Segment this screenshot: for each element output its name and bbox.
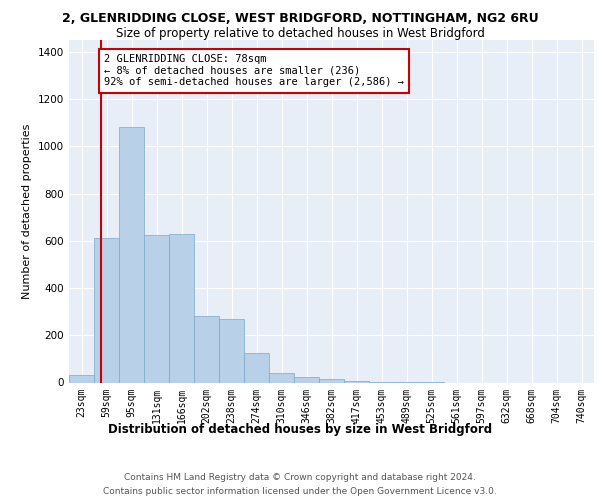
Bar bbox=[169, 234, 194, 382]
Bar bbox=[144, 235, 169, 382]
Bar bbox=[319, 379, 344, 382]
Bar bbox=[69, 376, 94, 382]
Text: Size of property relative to detached houses in West Bridgford: Size of property relative to detached ho… bbox=[116, 28, 484, 40]
Text: 2, GLENRIDDING CLOSE, WEST BRIDGFORD, NOTTINGHAM, NG2 6RU: 2, GLENRIDDING CLOSE, WEST BRIDGFORD, NO… bbox=[62, 12, 538, 26]
Text: 2 GLENRIDDING CLOSE: 78sqm
← 8% of detached houses are smaller (236)
92% of semi: 2 GLENRIDDING CLOSE: 78sqm ← 8% of detac… bbox=[104, 54, 404, 88]
Bar bbox=[244, 353, 269, 382]
Bar bbox=[294, 376, 319, 382]
Bar bbox=[219, 318, 244, 382]
Text: Contains HM Land Registry data © Crown copyright and database right 2024.: Contains HM Land Registry data © Crown c… bbox=[124, 472, 476, 482]
Bar bbox=[119, 128, 144, 382]
Bar bbox=[194, 316, 219, 382]
Bar bbox=[94, 238, 119, 382]
Bar bbox=[269, 373, 294, 382]
Text: Distribution of detached houses by size in West Bridgford: Distribution of detached houses by size … bbox=[108, 422, 492, 436]
Y-axis label: Number of detached properties: Number of detached properties bbox=[22, 124, 32, 299]
Text: Contains public sector information licensed under the Open Government Licence v3: Contains public sector information licen… bbox=[103, 488, 497, 496]
